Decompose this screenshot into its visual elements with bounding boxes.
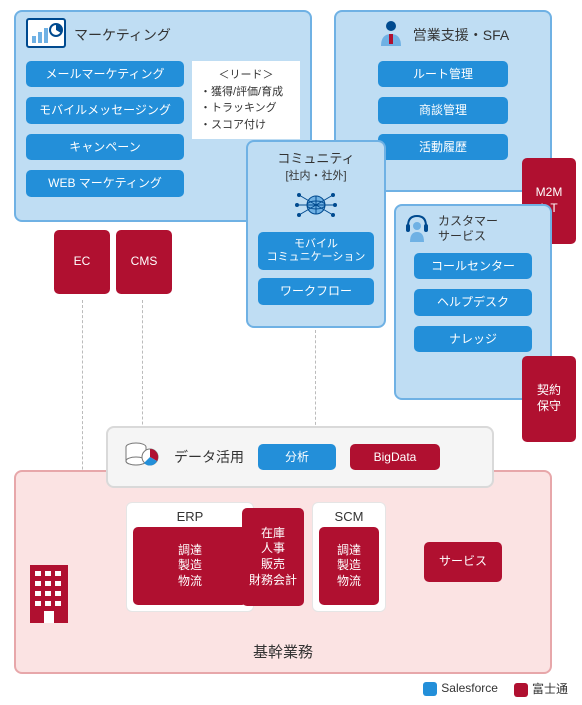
legend-fujitsu: 富士通 <box>532 682 568 696</box>
marketing-item: メールマーケティング <box>26 61 184 87</box>
analysis-pill: 分析 <box>258 444 336 470</box>
sfa-item: 活動履歴 <box>378 134 508 160</box>
customer-title: カスタマーサービス <box>438 214 498 243</box>
customer-item: ナレッジ <box>414 326 532 352</box>
headset-icon <box>404 212 430 245</box>
scm-box: 調達製造物流 <box>319 527 379 605</box>
sfa-item: 商談管理 <box>378 97 508 123</box>
sfa-title: 営業支援・SFA <box>413 25 509 45</box>
marketing-title: マーケティング <box>74 25 171 45</box>
backbone-panel: 基幹業務 ERP 調達製造物流 在庫人事販売財務会計 SCM 調達製造物流 サー… <box>14 470 552 674</box>
ec-box: EC <box>54 230 110 294</box>
data-icon <box>124 441 160 474</box>
community-subtitle: [社内・社外] <box>252 167 380 183</box>
building-icon <box>28 563 70 628</box>
customer-header: カスタマーサービス <box>396 206 550 247</box>
dash-community-down <box>315 330 316 430</box>
marketing-icon <box>26 18 66 51</box>
lead-item: ・スコア付け <box>200 117 292 134</box>
erp2-box: 在庫人事販売財務会計 <box>242 508 304 606</box>
erp-card: ERP 調達製造物流 <box>126 502 254 612</box>
community-panel: コミュニティ [社内・社外] モバイル コミュニケーション ワークフロー <box>246 140 386 328</box>
scm-label: SCM <box>319 509 379 527</box>
marketing-item: モバイルメッセージング <box>26 97 184 123</box>
scm-card: SCM 調達製造物流 <box>312 502 386 612</box>
marketing-item: キャンペーン <box>26 134 184 160</box>
bigdata-pill: BigData <box>350 444 440 470</box>
marketing-items: メールマーケティング モバイルメッセージング キャンペーン WEB マーケティン… <box>26 61 184 197</box>
community-item: モバイル コミュニケーション <box>258 232 374 270</box>
erp-box: 調達製造物流 <box>133 527 247 605</box>
community-title: コミュニティ <box>252 148 380 167</box>
backbone-title: 基幹業務 <box>16 641 550 662</box>
sfa-item: ルート管理 <box>378 61 508 87</box>
legend: Salesforce 富士通 <box>423 680 568 697</box>
globe-network-icon <box>293 187 339 226</box>
contract-box: 契約保守 <box>522 356 576 442</box>
lead-item: ・トラッキング <box>200 100 292 117</box>
erp-label: ERP <box>133 509 247 527</box>
data-use-title: データ活用 <box>174 447 244 467</box>
marketing-header: マーケティング <box>16 12 310 55</box>
lead-box: ＜リード＞ ・獲得/評価/育成 ・トラッキング ・スコア付け <box>192 61 300 139</box>
marketing-item: WEB マーケティング <box>26 170 184 196</box>
service-box: サービス <box>424 542 502 582</box>
sfa-header: 営業支援・SFA <box>336 12 550 55</box>
customer-item: コールセンター <box>414 253 532 279</box>
sfa-icon <box>377 18 405 51</box>
legend-salesforce: Salesforce <box>441 681 498 695</box>
lead-item: ・獲得/評価/育成 <box>200 84 292 101</box>
data-use-panel: データ活用 分析 BigData <box>106 426 494 488</box>
cms-box: CMS <box>116 230 172 294</box>
lead-title: ＜リード＞ <box>200 67 292 84</box>
community-item: ワークフロー <box>258 278 374 304</box>
customer-item: ヘルプデスク <box>414 289 532 315</box>
